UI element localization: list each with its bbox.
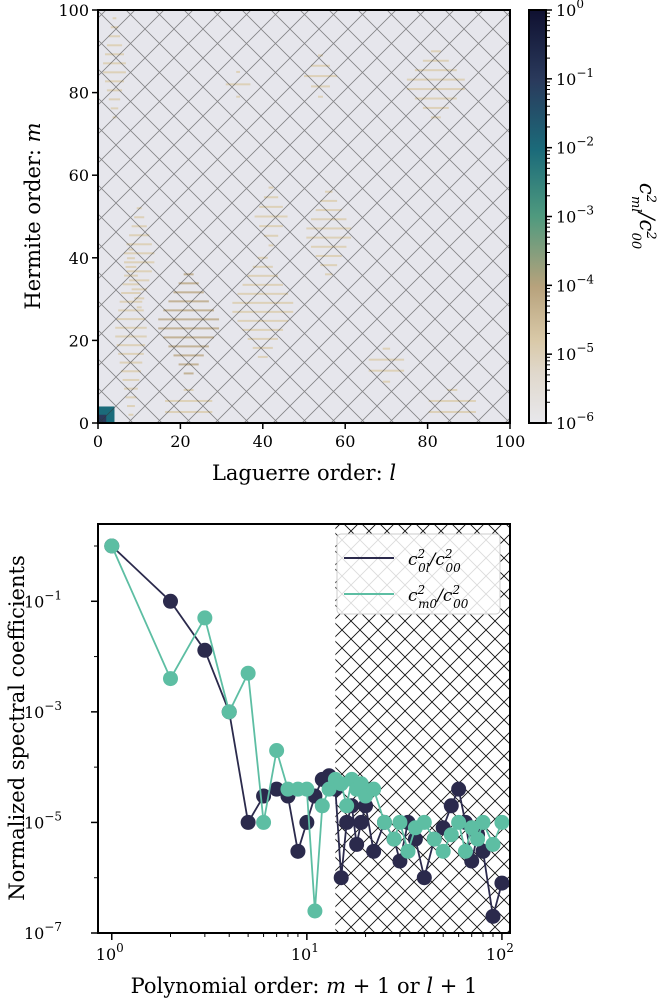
data-point: [299, 781, 315, 797]
data-point: [307, 903, 323, 919]
data-point: [464, 820, 480, 836]
data-point: [269, 743, 285, 759]
data-point: [376, 814, 392, 830]
heatmap-xlabel: Laguerre order: l: [212, 461, 396, 485]
data-point: [333, 870, 349, 886]
plot-ticks: 100 101 102 10−1 10−3 10−5 10−7: [24, 545, 514, 964]
x-tick-label: 100: [495, 432, 526, 451]
data-point: [256, 814, 272, 830]
x-tick-label: 0: [93, 432, 103, 451]
x-tick-label: 102: [486, 941, 514, 964]
x-tick-label: 20: [170, 432, 190, 451]
data-point: [104, 538, 120, 554]
y-tick-label: 10−1: [24, 588, 62, 611]
colorbar: 100 10−1 10−2 10−3 10−4 10−5 10−6 c2ml/c200: [528, 0, 660, 433]
data-point: [416, 814, 432, 830]
data-point: [443, 798, 459, 814]
data-point: [470, 831, 486, 847]
data-point: [221, 704, 237, 720]
data-point: [443, 827, 459, 843]
data-point: [240, 814, 256, 830]
plot-xlabel: Polynomial order: m + 1 or l + 1: [131, 974, 478, 998]
data-point: [475, 814, 491, 830]
x-tick-label: 80: [417, 432, 437, 451]
y-tick-label: 0: [79, 414, 89, 433]
series-1: [104, 538, 510, 919]
colorbar-tick-label: 10−5: [556, 341, 594, 364]
y-tick-label: 60: [69, 166, 89, 185]
data-point: [457, 843, 473, 859]
y-tick-label: 100: [58, 1, 89, 20]
data-point: [366, 781, 382, 797]
colorbar-tick-label: 10−4: [556, 272, 594, 295]
x-tick-label: 100: [96, 941, 124, 964]
series-group: [104, 538, 510, 924]
data-point: [339, 814, 355, 830]
data-point: [197, 642, 213, 658]
data-point: [162, 593, 178, 609]
data-point: [485, 836, 501, 852]
plot-frame: [97, 523, 511, 934]
plot-ylabel: Normalized spectral coefficients: [5, 555, 29, 900]
data-point: [416, 870, 432, 886]
y-tick-label: 40: [69, 249, 89, 268]
heatmap-frame: [97, 9, 511, 424]
data-point: [485, 908, 501, 924]
colorbar-tick-label: 100: [556, 0, 584, 20]
heatmap-ylabel: Hermite order: m: [21, 122, 45, 309]
y-tick-label: 10−7: [24, 920, 62, 943]
y-tick-label: 20: [69, 331, 89, 350]
data-point: [426, 831, 442, 847]
data-point: [197, 610, 213, 626]
data-point: [451, 814, 467, 830]
heatmap-ticks: 0 20 40 60 80 100 0 20 40 60 80 100: [58, 1, 525, 451]
data-point: [407, 831, 423, 847]
x-tick-label: 101: [291, 941, 319, 964]
data-point: [366, 843, 382, 859]
y-tick-label: 80: [69, 84, 89, 103]
data-point: [269, 781, 285, 797]
x-tick-label: 40: [253, 432, 273, 451]
colorbar-tick-label: 10−1: [556, 66, 594, 89]
x-tick-label: 60: [335, 432, 355, 451]
legend: c2 0l/c2 00 c2 m0/c2 00: [336, 533, 501, 615]
colorbar-tick-label: 10−6: [556, 410, 594, 433]
data-point: [494, 814, 510, 830]
y-tick-label: 10−5: [24, 809, 62, 832]
legend-label-cm0: c2 m0/c2 00: [408, 583, 469, 611]
data-point: [240, 665, 256, 681]
data-point: [349, 836, 365, 852]
data-point: [435, 843, 451, 859]
colorbar-tick-label: 10−2: [556, 135, 594, 158]
data-point: [339, 798, 355, 814]
colorbar-tick-label: 10−3: [556, 204, 594, 227]
colorbar-gradient: [528, 9, 547, 424]
data-point: [290, 843, 306, 859]
colorbar-ticks: 100 10−1 10−2 10−3 10−4 10−5 10−6: [546, 0, 594, 433]
data-point: [299, 814, 315, 830]
data-point: [353, 814, 369, 830]
heatmap-hatch: [98, 10, 510, 423]
data-point: [314, 798, 330, 814]
spectrum-panel: 100 101 102 10−1 10−3 10−5 10−7 Polynomial ord…: [5, 523, 514, 998]
y-tick-label: 10−3: [24, 699, 62, 722]
colorbar-label: c2ml/c200: [629, 183, 660, 249]
data-point: [386, 831, 402, 847]
data-point: [162, 671, 178, 687]
data-point: [400, 843, 416, 859]
data-point: [353, 776, 369, 792]
data-point: [494, 875, 510, 891]
data-point: [392, 814, 408, 830]
heatmap-panel: 0 20 40 60 80 100 0 20 40 60 80 100 Laguerre order:…: [21, 0, 659, 485]
data-point: [451, 781, 467, 797]
